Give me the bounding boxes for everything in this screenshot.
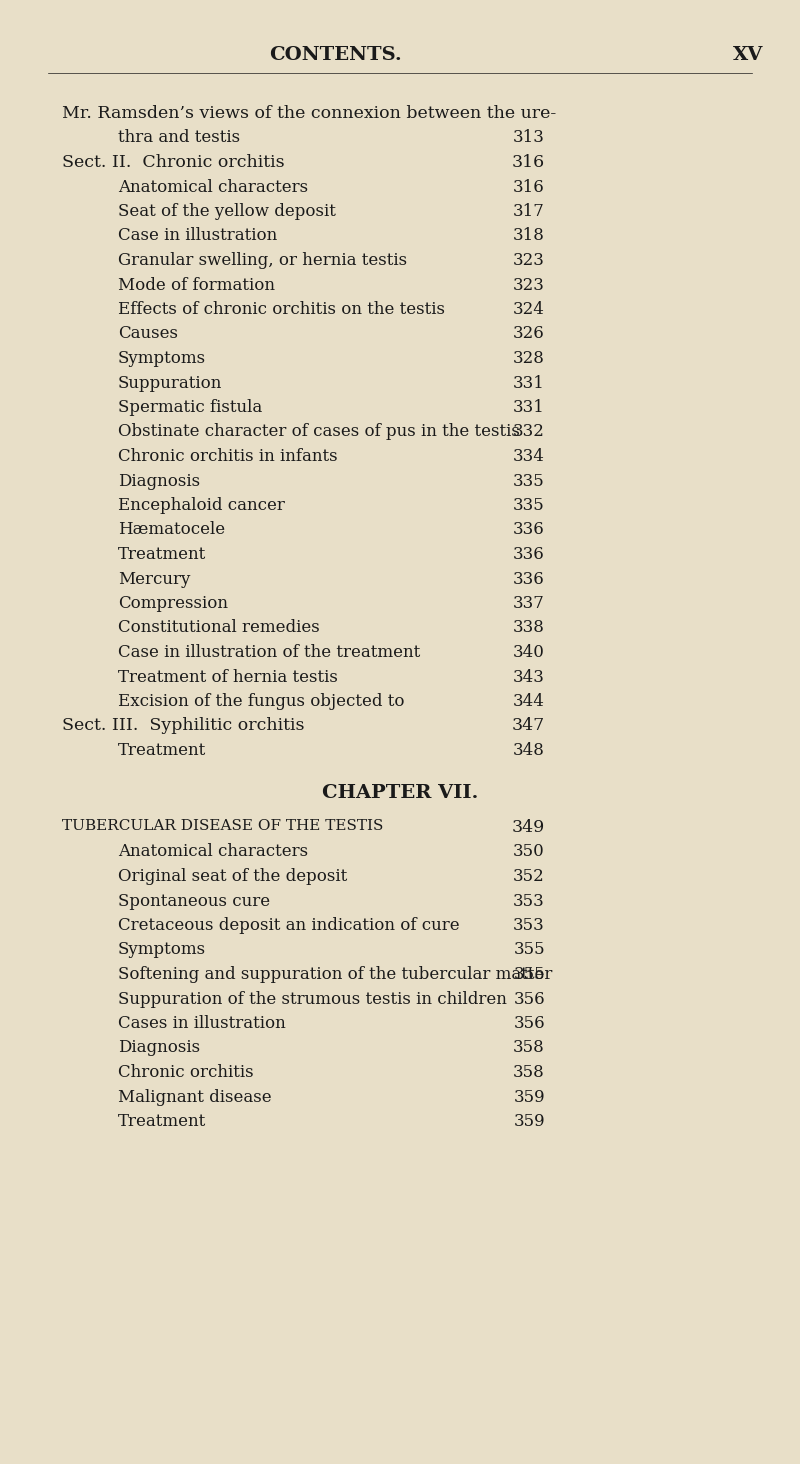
Text: Effects of chronic orchitis on the testis: Effects of chronic orchitis on the testi… [118,302,445,318]
Text: 317: 317 [513,203,545,220]
Text: 313: 313 [513,129,545,146]
Text: 349: 349 [512,818,545,836]
Text: 344: 344 [513,692,545,710]
Text: Mode of formation: Mode of formation [118,277,275,293]
Text: Softening and suppuration of the tubercular matter: Softening and suppuration of the tubercu… [118,966,552,982]
Text: Mercury: Mercury [118,571,190,587]
Text: 359: 359 [514,1089,545,1105]
Text: 352: 352 [514,868,545,886]
Text: Diagnosis: Diagnosis [118,473,200,489]
Text: 326: 326 [514,325,545,343]
Text: Chronic orchitis in infants: Chronic orchitis in infants [118,448,338,466]
Text: 328: 328 [513,350,545,367]
Text: Spontaneous cure: Spontaneous cure [118,893,270,909]
Text: Constitutional remedies: Constitutional remedies [118,619,320,637]
Text: 331: 331 [513,375,545,391]
Text: Symptoms: Symptoms [118,350,206,367]
Text: 335: 335 [514,496,545,514]
Text: Causes: Causes [118,325,178,343]
Text: 324: 324 [513,302,545,318]
Text: Original seat of the deposit: Original seat of the deposit [118,868,347,886]
Text: 336: 336 [514,571,545,587]
Text: Encephaloid cancer: Encephaloid cancer [118,496,285,514]
Text: 316: 316 [514,179,545,196]
Text: 353: 353 [514,916,545,934]
Text: Sect. II.  Chronic orchitis: Sect. II. Chronic orchitis [62,154,285,171]
Text: 350: 350 [514,843,545,861]
Text: Anatomical characters: Anatomical characters [118,843,308,861]
Text: 348: 348 [513,742,545,758]
Text: Suppuration: Suppuration [118,375,222,391]
Text: Treatment: Treatment [118,546,206,564]
Text: Cretaceous deposit an indication of cure: Cretaceous deposit an indication of cure [118,916,460,934]
Text: XV: XV [733,45,763,64]
Text: 323: 323 [513,277,545,293]
Text: 358: 358 [514,1064,545,1080]
Text: 353: 353 [514,893,545,909]
Text: Treatment: Treatment [118,742,206,758]
Text: Excision of the fungus objected to: Excision of the fungus objected to [118,692,405,710]
Text: CONTENTS.: CONTENTS. [270,45,402,64]
Text: 337: 337 [513,594,545,612]
Text: thra and testis: thra and testis [118,129,240,146]
Text: Hæmatocele: Hæmatocele [118,521,225,539]
Text: Symptoms: Symptoms [118,941,206,959]
Text: 336: 336 [514,521,545,539]
Text: 340: 340 [513,644,545,662]
Text: 343: 343 [513,669,545,685]
Text: 335: 335 [514,473,545,489]
Text: Seat of the yellow deposit: Seat of the yellow deposit [118,203,336,220]
Text: 331: 331 [513,400,545,416]
Text: 338: 338 [513,619,545,637]
Text: 347: 347 [512,717,545,735]
Text: 359: 359 [514,1113,545,1130]
Text: Granular swelling, or hernia testis: Granular swelling, or hernia testis [118,252,407,269]
Text: Spermatic fistula: Spermatic fistula [118,400,262,416]
Text: Malignant disease: Malignant disease [118,1089,272,1105]
Text: Diagnosis: Diagnosis [118,1039,200,1057]
Text: 336: 336 [514,546,545,564]
Text: Anatomical characters: Anatomical characters [118,179,308,196]
Text: CHAPTER VII.: CHAPTER VII. [322,785,478,802]
Text: 356: 356 [514,1015,545,1032]
Text: 358: 358 [514,1039,545,1057]
Text: 355: 355 [514,966,545,982]
Text: Case in illustration of the treatment: Case in illustration of the treatment [118,644,420,662]
Text: 332: 332 [513,423,545,441]
Text: 323: 323 [513,252,545,269]
Text: Sect. III.  Syphilitic orchitis: Sect. III. Syphilitic orchitis [62,717,305,735]
Text: 356: 356 [514,991,545,1007]
Text: Treatment of hernia testis: Treatment of hernia testis [118,669,338,685]
Text: Mr. Ramsden’s views of the connexion between the ure-: Mr. Ramsden’s views of the connexion bet… [62,105,556,122]
Text: 334: 334 [513,448,545,466]
Text: TUBERCULAR DISEASE OF THE TESTIS: TUBERCULAR DISEASE OF THE TESTIS [62,818,383,833]
Text: Compression: Compression [118,594,228,612]
Text: 318: 318 [513,227,545,244]
Text: Suppuration of the strumous testis in children: Suppuration of the strumous testis in ch… [118,991,507,1007]
Text: 355: 355 [514,941,545,959]
Text: Obstinate character of cases of pus in the testis: Obstinate character of cases of pus in t… [118,423,520,441]
Text: Cases in illustration: Cases in illustration [118,1015,286,1032]
Text: Chronic orchitis: Chronic orchitis [118,1064,254,1080]
Text: Case in illustration: Case in illustration [118,227,278,244]
Text: Treatment: Treatment [118,1113,206,1130]
Text: 316: 316 [512,154,545,171]
